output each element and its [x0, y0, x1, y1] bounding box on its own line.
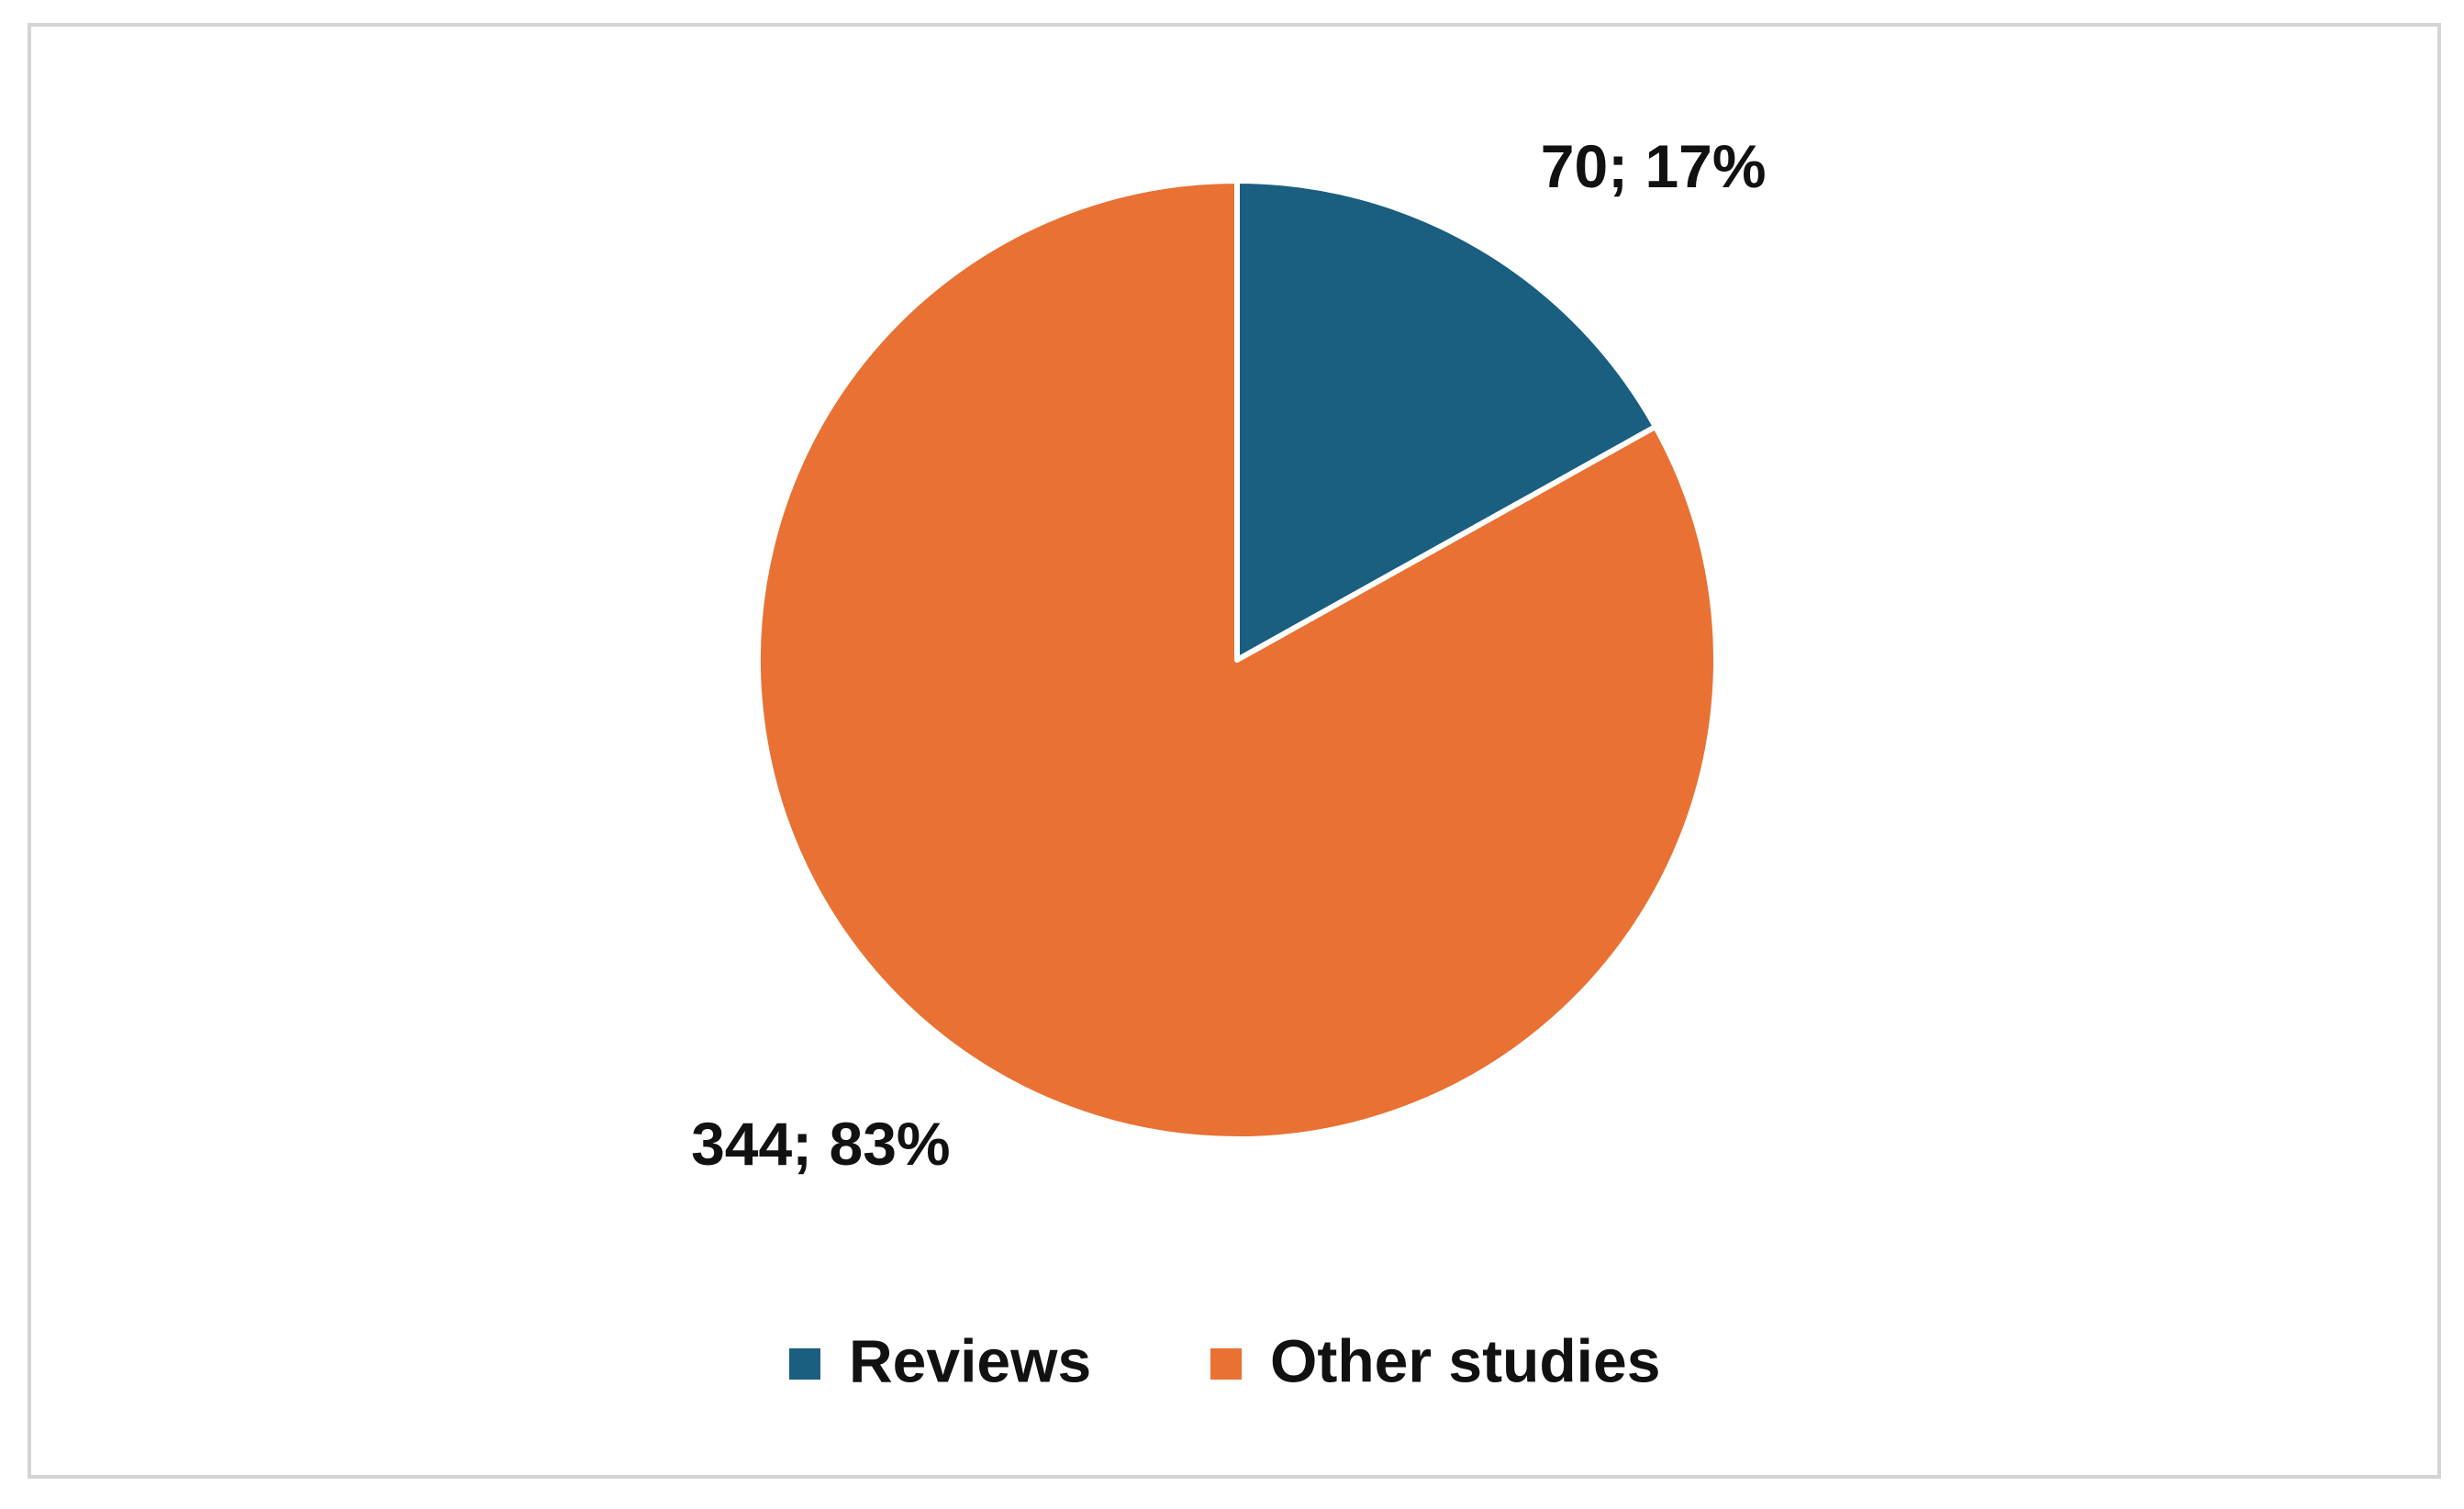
data-label: 344; 83%	[691, 1110, 951, 1178]
data-label: 70; 17%	[1541, 132, 1767, 200]
legend-label: Reviews	[849, 1326, 1091, 1394]
pie-slice	[1234, 178, 1658, 663]
legend-label: Other studies	[1270, 1326, 1660, 1394]
legend-swatch	[789, 1348, 820, 1380]
pie-slice	[755, 178, 1719, 1142]
legend-swatch	[1210, 1348, 1242, 1380]
